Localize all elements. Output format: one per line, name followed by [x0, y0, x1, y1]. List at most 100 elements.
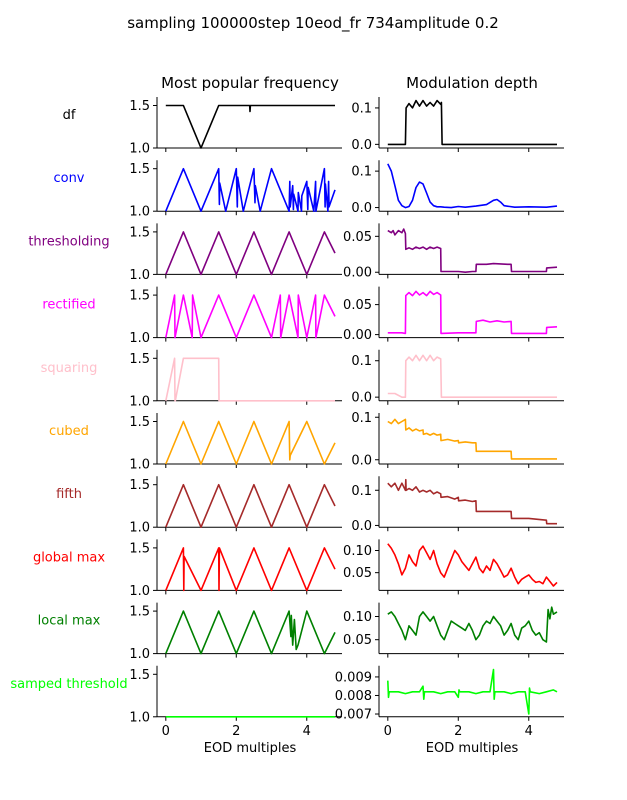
- series-line-conv-frequency: [165, 167, 336, 212]
- x-axis-label-right: EOD multiples: [426, 741, 519, 756]
- y-tick-label: 0.009: [335, 670, 372, 685]
- y-tick-label: 0.0: [351, 519, 372, 534]
- y-tick-label: 1.5: [129, 352, 150, 367]
- y-tick-label: 0.1: [351, 484, 372, 499]
- panel-fifth-modulation: 0.0 0.1: [351, 476, 564, 534]
- row-label-rectified: rectified: [42, 298, 95, 313]
- row-label-thresholding: thresholding: [28, 234, 109, 249]
- panel-local-max-frequency: 1.0 1.5: [129, 602, 342, 662]
- y-tick-label: 1.0: [129, 268, 150, 283]
- y-tick-label: 0.008: [335, 689, 372, 704]
- series-line-df-frequency: [165, 104, 335, 149]
- y-tick-label: 1.5: [129, 99, 150, 114]
- row-label-global-max: global max: [33, 550, 105, 565]
- panel-local-max-modulation: 0.05 0.10: [343, 602, 564, 658]
- y-tick-label: 0.0: [351, 201, 372, 216]
- panel-thresholding-frequency: 1.0 1.5: [129, 223, 342, 283]
- series-line-local-max-modulation: [387, 606, 558, 643]
- y-tick-label: 0.0: [351, 138, 372, 153]
- y-tick-label: 1.0: [129, 142, 150, 157]
- y-tick-label: 1.5: [129, 668, 150, 683]
- panel-squaring-frequency: 1.0 1.5: [129, 349, 342, 409]
- panel-cubed-modulation: 0.0 0.1: [351, 411, 564, 468]
- row-label-df: df: [63, 108, 76, 123]
- y-tick-label: 1.0: [129, 521, 150, 536]
- y-tick-label: 1.5: [129, 541, 150, 556]
- panel-conv-frequency: 1.0 1.5: [129, 160, 342, 220]
- y-tick-label: 0.0: [351, 391, 372, 406]
- y-tick-label: 1.0: [129, 331, 150, 346]
- series-line-cubed-frequency: [165, 420, 336, 465]
- y-tick-label: 0.10: [343, 544, 372, 559]
- chart-panels: 1.01.50.00.11.01.50.00.11.01.50.000.051.…: [129, 97, 564, 739]
- y-tick-label: 1.5: [129, 605, 150, 620]
- row-label-conv: conv: [53, 171, 84, 186]
- y-tick-label: 1.5: [129, 415, 150, 430]
- x-tick-label: 4: [525, 724, 533, 739]
- y-tick-label: 1.0: [129, 710, 150, 725]
- y-tick-label: 1.0: [129, 584, 150, 599]
- row-label-fifth: fifth: [56, 487, 82, 502]
- series-line-global-max-modulation: [387, 543, 558, 587]
- row-label-local-max: local max: [38, 614, 101, 629]
- x-tick-label: 2: [232, 724, 240, 739]
- panel-fifth-frequency: 1.0 1.5: [129, 476, 342, 536]
- panel-df-modulation: 0.0 0.1: [351, 97, 564, 153]
- y-tick-label: 0.1: [351, 411, 372, 426]
- series-line-local-max-frequency: [165, 610, 336, 655]
- y-tick-label: 1.5: [129, 478, 150, 493]
- row-label-squaring: squaring: [41, 361, 98, 376]
- y-tick-label: 0.05: [343, 633, 372, 648]
- x-axis-label-left: EOD multiples: [204, 741, 297, 756]
- y-tick-label: 0.1: [351, 101, 372, 116]
- x-tick-label: 0: [162, 724, 170, 739]
- panel-samped-threshold-frequency: 1.0 1.5 0 2 4: [129, 665, 342, 739]
- row-label-samped-threshold: samped threshold: [10, 677, 127, 692]
- row-labels: df conv thresholding rectified squaring cubed…: [10, 108, 127, 692]
- y-tick-label: 0.00: [343, 328, 372, 343]
- series-line-thresholding-modulation: [387, 228, 558, 274]
- suptitle: sampling 100000step 10eod_fr 734amplitud…: [127, 14, 499, 33]
- y-tick-label: 0.0: [351, 453, 372, 468]
- panel-conv-modulation: 0.0 0.1: [351, 160, 564, 216]
- series-line-fifth-frequency: [165, 483, 336, 529]
- col-title-modulation: Modulation depth: [406, 74, 538, 92]
- series-line-df-modulation: [387, 99, 557, 146]
- series-line-rectified-modulation: [387, 290, 558, 335]
- col-title-frequency: Most popular frequency: [161, 74, 339, 92]
- y-tick-label: 0.00: [343, 266, 372, 281]
- y-tick-label: 0.10: [343, 610, 372, 625]
- series-line-global-max-frequency: [165, 547, 336, 592]
- panel-squaring-modulation: 0.0 0.1: [351, 349, 564, 406]
- series-line-rectified-frequency: [165, 294, 336, 339]
- panel-cubed-frequency: 1.0 1.5: [129, 413, 342, 473]
- x-tick-label: 2: [454, 724, 462, 739]
- panel-rectified-modulation: 0.00 0.05: [343, 286, 564, 343]
- series-line-fifth-modulation: [387, 478, 557, 525]
- y-tick-label: 0.05: [343, 566, 372, 581]
- y-tick-label: 1.0: [129, 205, 150, 220]
- y-tick-label: 1.5: [129, 289, 150, 304]
- panel-thresholding-modulation: 0.00 0.05: [343, 223, 564, 281]
- y-tick-label: 0.05: [343, 230, 372, 245]
- y-tick-label: 1.5: [129, 162, 150, 177]
- row-label-cubed: cubed: [49, 424, 89, 439]
- y-tick-label: 1.0: [129, 458, 150, 473]
- series-line-cubed-modulation: [387, 418, 557, 460]
- panel-rectified-frequency: 1.0 1.5: [129, 286, 342, 346]
- panel-df-frequency: 1.0 1.5: [129, 97, 342, 157]
- y-tick-label: 0.007: [335, 708, 372, 723]
- series-line-squaring-modulation: [387, 354, 557, 399]
- y-tick-label: 1.5: [129, 225, 150, 240]
- y-tick-label: 0.05: [343, 298, 372, 313]
- panel-samped-threshold-modulation: 0.007 0.008 0.009 0 2 4: [335, 665, 564, 739]
- y-tick-label: 1.0: [129, 394, 150, 409]
- y-tick-label: 0.1: [351, 354, 372, 369]
- y-tick-label: 0.1: [351, 165, 372, 180]
- panel-global-max-modulation: 0.05 0.10: [343, 539, 564, 595]
- y-tick-label: 1.0: [129, 647, 150, 662]
- x-tick-label: 4: [303, 724, 311, 739]
- panel-global-max-frequency: 1.0 1.5: [129, 539, 342, 599]
- series-line-squaring-frequency: [165, 357, 335, 402]
